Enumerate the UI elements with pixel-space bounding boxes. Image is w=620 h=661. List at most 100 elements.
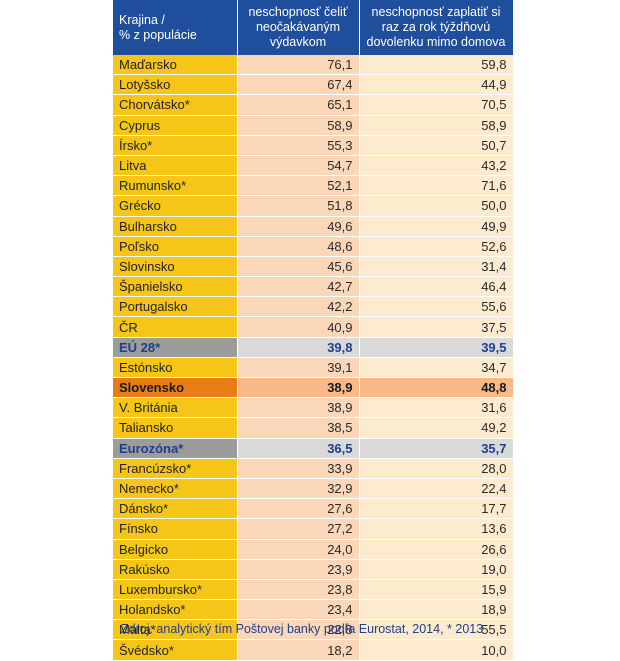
country-cell: Cyprus [113,115,238,136]
source-note: Zdroj: analytický tím Poštovej banky pod… [121,622,484,636]
table-row: Grécko 51,8 50,0 [113,195,514,217]
table-row: Slovensko 38,9 48,8 [113,377,514,399]
unexpected-expenses-cell: 55,3 [237,135,360,156]
header-country-line2: % z populácie [119,27,197,42]
table-row: Poľsko 48,6 52,6 [113,236,514,257]
table-row: Írsko* 55,3 50,7 [113,135,514,156]
country-cell: V. Británia [113,397,238,419]
unexpected-expenses-cell: 24,0 [237,539,360,560]
table-row: Rakúsko 23,9 19,0 [113,559,514,580]
table-row: Bulharsko 49,6 49,9 [113,216,514,237]
unexpected-expenses-cell: 52,1 [237,175,360,197]
unexpected-expenses-cell: 51,8 [237,195,360,217]
table-row: Dánsko* 27,6 17,7 [113,498,514,520]
country-cell: Litva [113,155,238,177]
holiday-cell: 44,9 [359,74,514,96]
table-row: Maďarsko 76,1 59,8 [113,55,514,76]
country-cell: Dánsko* [113,498,238,520]
data-table-container: Krajina / % z populácie neschopnosť čeli… [113,0,514,661]
unexpected-expenses-cell: 48,6 [237,236,360,257]
table-row: Eurozóna* 36,5 35,7 [113,438,514,459]
unexpected-expenses-cell: 39,1 [237,357,360,379]
unexpected-expenses-cell: 42,7 [237,276,360,298]
holiday-cell: 49,9 [359,216,514,237]
table-row: Chorvátsko* 65,1 70,5 [113,94,514,116]
country-cell: Bulharsko [113,216,238,237]
unexpected-expenses-cell: 38,9 [237,397,360,419]
table-row: Nemecko* 32,9 22,4 [113,478,514,500]
country-cell: Francúzsko* [113,458,238,479]
unexpected-expenses-cell: 22,8 [237,619,360,641]
country-cell: Chorvátsko* [113,94,238,116]
holiday-cell: 35,7 [359,438,514,459]
unexpected-expenses-cell: 18,2 [237,639,360,661]
unexpected-expenses-cell: 40,9 [237,316,360,338]
unexpected-expenses-cell: 45,6 [237,256,360,278]
unexpected-expenses-cell: 42,2 [237,296,360,318]
table-row: Estónsko 39,1 34,7 [113,357,514,379]
unexpected-expenses-cell: 38,5 [237,417,360,439]
holiday-cell: 50,0 [359,195,514,217]
unexpected-expenses-cell: 67,4 [237,74,360,96]
unexpected-expenses-cell: 54,7 [237,155,360,177]
unexpected-expenses-cell: 27,2 [237,518,360,540]
holiday-cell: 39,5 [359,337,514,358]
data-table: Krajina / % z populácie neschopnosť čeli… [113,0,514,661]
holiday-cell: 19,0 [359,559,514,580]
holiday-cell: 22,4 [359,478,514,500]
country-cell: Luxembursko* [113,579,238,601]
country-cell: Taliansko [113,417,238,439]
country-cell: Poľsko [113,236,238,257]
table-row: Lotyšsko 67,4 44,9 [113,74,514,96]
holiday-cell: 49,2 [359,417,514,439]
holiday-cell: 43,2 [359,155,514,177]
country-cell: Lotyšsko [113,74,238,96]
country-cell: Nemecko* [113,478,238,500]
unexpected-expenses-cell: 38,9 [237,377,360,399]
unexpected-expenses-cell: 23,9 [237,559,360,580]
header-unexpected-expenses: neschopnosť čeliť neočakávaným výdavkom [237,0,360,55]
unexpected-expenses-cell: 49,6 [237,216,360,237]
unexpected-expenses-cell: 65,1 [237,94,360,116]
unexpected-expenses-cell: 33,9 [237,458,360,479]
table-row: Holandsko* 23,4 18,9 [113,599,514,621]
unexpected-expenses-cell: 27,6 [237,498,360,520]
table-row: V. Británia 38,9 31,6 [113,397,514,419]
country-cell: Írsko* [113,135,238,156]
unexpected-expenses-cell: 39,8 [237,337,360,358]
country-cell: Španielsko [113,276,238,298]
holiday-cell: 70,5 [359,94,514,116]
country-cell: Maďarsko [113,55,238,76]
unexpected-expenses-cell: 58,9 [237,115,360,136]
country-cell: Švédsko* [113,639,238,661]
country-cell: Holandsko* [113,599,238,621]
table-body: Maďarsko 76,1 59,8 Lotyšsko 67,4 44,9 Chorváts… [113,55,514,661]
table-header: Krajina / % z populácie neschopnosť čeli… [113,0,514,55]
header-holiday: neschopnosť zaplatiť si raz za rok týždň… [359,0,514,55]
holiday-cell: 15,9 [359,579,514,601]
holiday-cell: 34,7 [359,357,514,379]
table-row: Belgicko 24,0 26,6 [113,539,514,560]
country-cell: Rakúsko [113,559,238,580]
holiday-cell: 18,9 [359,599,514,621]
header-country-line1: Krajina / [119,12,165,27]
table-row: Fínsko 27,2 13,6 [113,518,514,540]
country-cell: Fínsko [113,518,238,540]
holiday-cell: 59,8 [359,55,514,76]
country-cell: Rumunsko* [113,175,238,197]
table-row: Rumunsko* 52,1 71,6 [113,175,514,197]
holiday-cell: 13,6 [359,518,514,540]
holiday-cell: 17,7 [359,498,514,520]
table-row: Luxembursko* 23,8 15,9 [113,579,514,601]
holiday-cell: 31,4 [359,256,514,278]
country-cell: Estónsko [113,357,238,379]
table-row: Španielsko 42,7 46,4 [113,276,514,298]
country-cell: Slovinsko [113,256,238,278]
holiday-cell: 26,6 [359,539,514,560]
country-cell: EÚ 28* [113,337,238,358]
country-cell: Eurozóna* [113,438,238,459]
country-cell: ČR [113,316,238,338]
holiday-cell: 71,6 [359,175,514,197]
country-cell: Grécko [113,195,238,217]
header-country: Krajina / % z populácie [113,0,238,55]
